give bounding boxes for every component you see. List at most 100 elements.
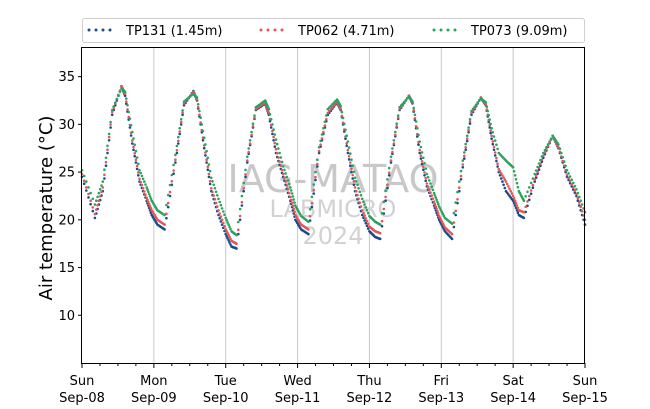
data-point <box>513 199 517 202</box>
data-point <box>168 190 172 194</box>
data-point <box>133 152 136 155</box>
data-point <box>323 124 327 127</box>
data-point <box>273 145 277 148</box>
data-point <box>495 156 498 160</box>
data-point <box>540 160 544 164</box>
data-point <box>351 164 355 167</box>
data-point <box>578 201 581 204</box>
data-point <box>140 183 144 187</box>
legend-marker <box>101 28 105 32</box>
data-point <box>514 206 518 210</box>
data-point <box>339 104 343 108</box>
data-point <box>378 231 382 235</box>
data-point <box>364 221 368 225</box>
data-point <box>216 194 219 197</box>
data-point <box>487 114 491 117</box>
data-point <box>273 141 277 145</box>
data-point <box>380 224 384 228</box>
data-point <box>491 131 495 134</box>
data-point <box>109 126 112 129</box>
data-point <box>459 178 463 181</box>
data-point <box>470 111 473 115</box>
data-point <box>382 207 386 211</box>
legend-marker <box>273 28 277 32</box>
data-point <box>511 166 515 169</box>
data-point <box>514 201 518 205</box>
data-point <box>484 103 488 106</box>
data-point <box>362 200 365 203</box>
data-point <box>163 228 166 231</box>
data-point <box>542 151 545 155</box>
data-point <box>528 198 531 202</box>
data-point <box>346 148 350 152</box>
data-point <box>468 118 472 121</box>
data-point <box>198 113 201 117</box>
data-point <box>289 186 292 189</box>
x-tick-day-label: Sun <box>573 374 598 389</box>
data-point <box>331 103 334 106</box>
data-point <box>104 156 108 160</box>
y-tick-label: 15 <box>58 261 75 276</box>
data-point <box>138 177 141 181</box>
data-point <box>412 106 416 110</box>
data-point <box>104 160 108 164</box>
data-point <box>473 105 476 109</box>
data-point <box>578 195 581 199</box>
data-point <box>357 197 360 201</box>
data-point <box>454 213 458 217</box>
data-point <box>178 132 181 136</box>
data-point <box>307 220 310 223</box>
data-point <box>347 146 351 149</box>
data-point <box>343 122 346 126</box>
data-point <box>131 139 134 142</box>
data-point <box>514 178 518 181</box>
data-point <box>87 196 90 199</box>
data-point <box>347 158 351 161</box>
data-point <box>147 200 150 204</box>
data-point <box>207 172 211 176</box>
data-point <box>291 204 295 208</box>
data-point <box>503 186 507 190</box>
data-point <box>110 108 114 112</box>
data-point <box>567 172 570 175</box>
data-point <box>365 224 369 228</box>
data-point <box>360 213 364 217</box>
data-point <box>141 177 145 181</box>
data-point <box>419 145 423 149</box>
data-point <box>344 137 347 140</box>
data-point <box>139 180 142 184</box>
data-point <box>352 179 356 183</box>
data-point <box>211 180 214 183</box>
watermark-line-2: LABMICRO <box>270 195 397 223</box>
data-point <box>178 130 181 133</box>
data-point <box>516 206 520 210</box>
data-point <box>404 98 408 102</box>
data-point <box>362 211 365 215</box>
data-point <box>334 99 337 103</box>
data-point <box>533 172 536 176</box>
data-point <box>350 170 353 174</box>
data-point <box>467 131 470 134</box>
data-point <box>511 194 515 198</box>
x-tick-date-label: Sep-11 <box>275 391 321 406</box>
data-point <box>228 241 231 244</box>
data-point <box>93 212 97 216</box>
x-tick-date-label: Sep-08 <box>59 391 105 406</box>
data-point <box>428 179 431 182</box>
x-tick-day-label: Sun <box>70 374 95 389</box>
data-point <box>464 146 468 149</box>
data-point <box>499 172 503 175</box>
data-point <box>281 172 285 176</box>
data-point <box>534 169 538 172</box>
data-point <box>391 150 394 154</box>
data-point <box>85 186 88 189</box>
data-point <box>384 195 387 199</box>
data-point <box>384 189 387 192</box>
data-point <box>339 107 343 111</box>
data-point <box>271 123 274 126</box>
data-point <box>200 123 204 126</box>
data-point <box>91 197 95 201</box>
data-point <box>423 161 426 165</box>
data-point <box>349 152 352 155</box>
data-point <box>549 137 553 140</box>
